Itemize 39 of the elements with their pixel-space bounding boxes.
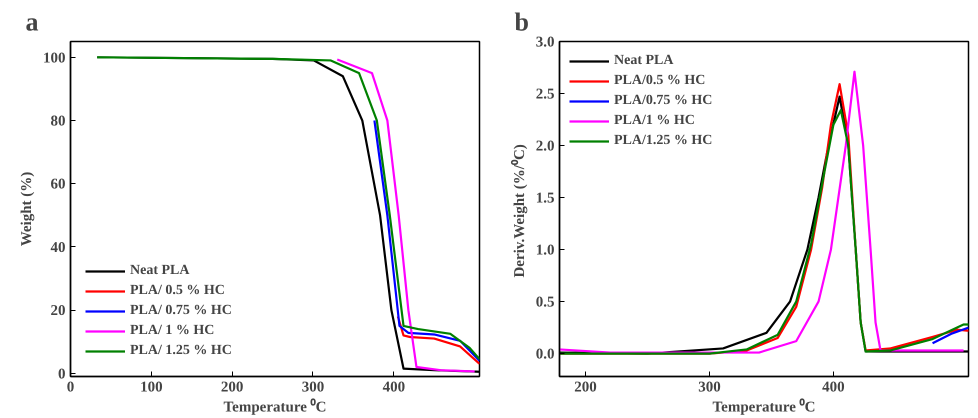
legend-label: PLA/0.5 % HC (614, 73, 706, 89)
y-tick-label: 1.5 (536, 190, 554, 207)
x-tick-label: 200 (574, 380, 597, 396)
legend-label: Neat PLA (614, 53, 674, 69)
x-tick-label: 200 (220, 380, 244, 396)
legend-label: PLA/0.75 % HC (614, 93, 712, 109)
legend-label: PLA/ 1.25 % HC (130, 343, 232, 359)
y-tick-label: 3.0 (536, 34, 554, 50)
legend-label: PLA/ 0.5 % HC (130, 283, 225, 299)
x-tick-label: 100 (140, 380, 163, 396)
x-tick-label: 400 (822, 380, 845, 396)
legend-label: PLA/1.25 % HC (614, 133, 712, 149)
x-tick-label: 300 (698, 380, 721, 396)
y-tick-label: 40 (50, 240, 66, 256)
x-axis-title: Temperature ⁰C (712, 398, 816, 416)
line-series (373, 119, 480, 362)
legend-label: Neat PLA (130, 263, 190, 279)
y-axis-title: Weight (%) (19, 172, 35, 246)
chart-title: a (26, 8, 38, 36)
y-tick-label: 100 (43, 50, 66, 66)
line-series (396, 315, 480, 365)
line-series (336, 58, 476, 373)
y-tick-label: 2.5 (536, 86, 554, 103)
y-tick-label: 2.0 (536, 138, 554, 155)
y-tick-label: 1.0 (536, 242, 554, 259)
y-tick-label: 20 (50, 303, 66, 320)
y-tick-label: 60 (50, 176, 66, 193)
x-tick-label: 300 (302, 380, 324, 396)
x-tick-label: 400 (382, 380, 406, 396)
legend-label: PLA/1 % HC (614, 113, 695, 129)
y-tick-label: 0.5 (536, 294, 554, 311)
y-tick-label: 0.0 (536, 346, 554, 363)
y-axis-title: Deriv.Weight (%/⁰C) (510, 144, 528, 278)
legend-label: PLA/ 0.75 % HC (130, 303, 232, 319)
legend-label: PLA/ 1 % HC (130, 323, 214, 339)
y-tick-label: 80 (50, 114, 66, 130)
y-tick-label: 0 (58, 366, 66, 382)
x-axis-title: Temperature ⁰C (224, 398, 326, 416)
chart-title: b (514, 8, 529, 36)
